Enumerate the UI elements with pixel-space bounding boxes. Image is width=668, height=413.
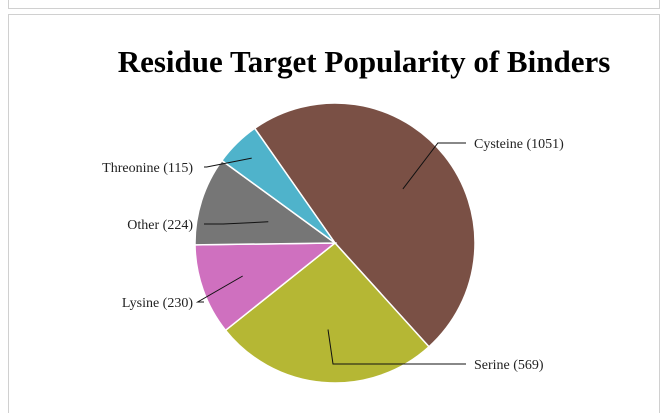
leader-lines xyxy=(195,142,466,365)
leader-line-serine xyxy=(327,329,466,365)
slice-label-threonine: Threonine (115) xyxy=(102,161,193,176)
leader-line-threonine xyxy=(204,157,252,168)
pie-slices xyxy=(194,102,476,384)
pie-slice-lysine xyxy=(194,242,338,332)
upper-panel-frame xyxy=(8,0,660,9)
slice-label-lysine: Lysine (230) xyxy=(122,296,193,311)
slice-label-serine: Serine (569) xyxy=(474,358,544,373)
leader-line-other xyxy=(204,221,269,225)
slice-label-cysteine: Cysteine (1051) xyxy=(474,137,564,152)
pie-slice-cysteine xyxy=(253,102,476,348)
chart-panel-frame xyxy=(8,14,660,413)
pie-slice-threonine xyxy=(220,127,336,244)
chart-title: Residue Target Popularity of Binders xyxy=(117,44,611,79)
leader-line-lysine xyxy=(195,275,243,303)
slice-labels: Cysteine (1051) Serine (569) Lysine (230) O… xyxy=(102,137,564,373)
slice-label-other: Other (224) xyxy=(127,218,193,233)
leader-line-cysteine xyxy=(402,142,466,190)
pie-slice-serine xyxy=(224,241,431,384)
